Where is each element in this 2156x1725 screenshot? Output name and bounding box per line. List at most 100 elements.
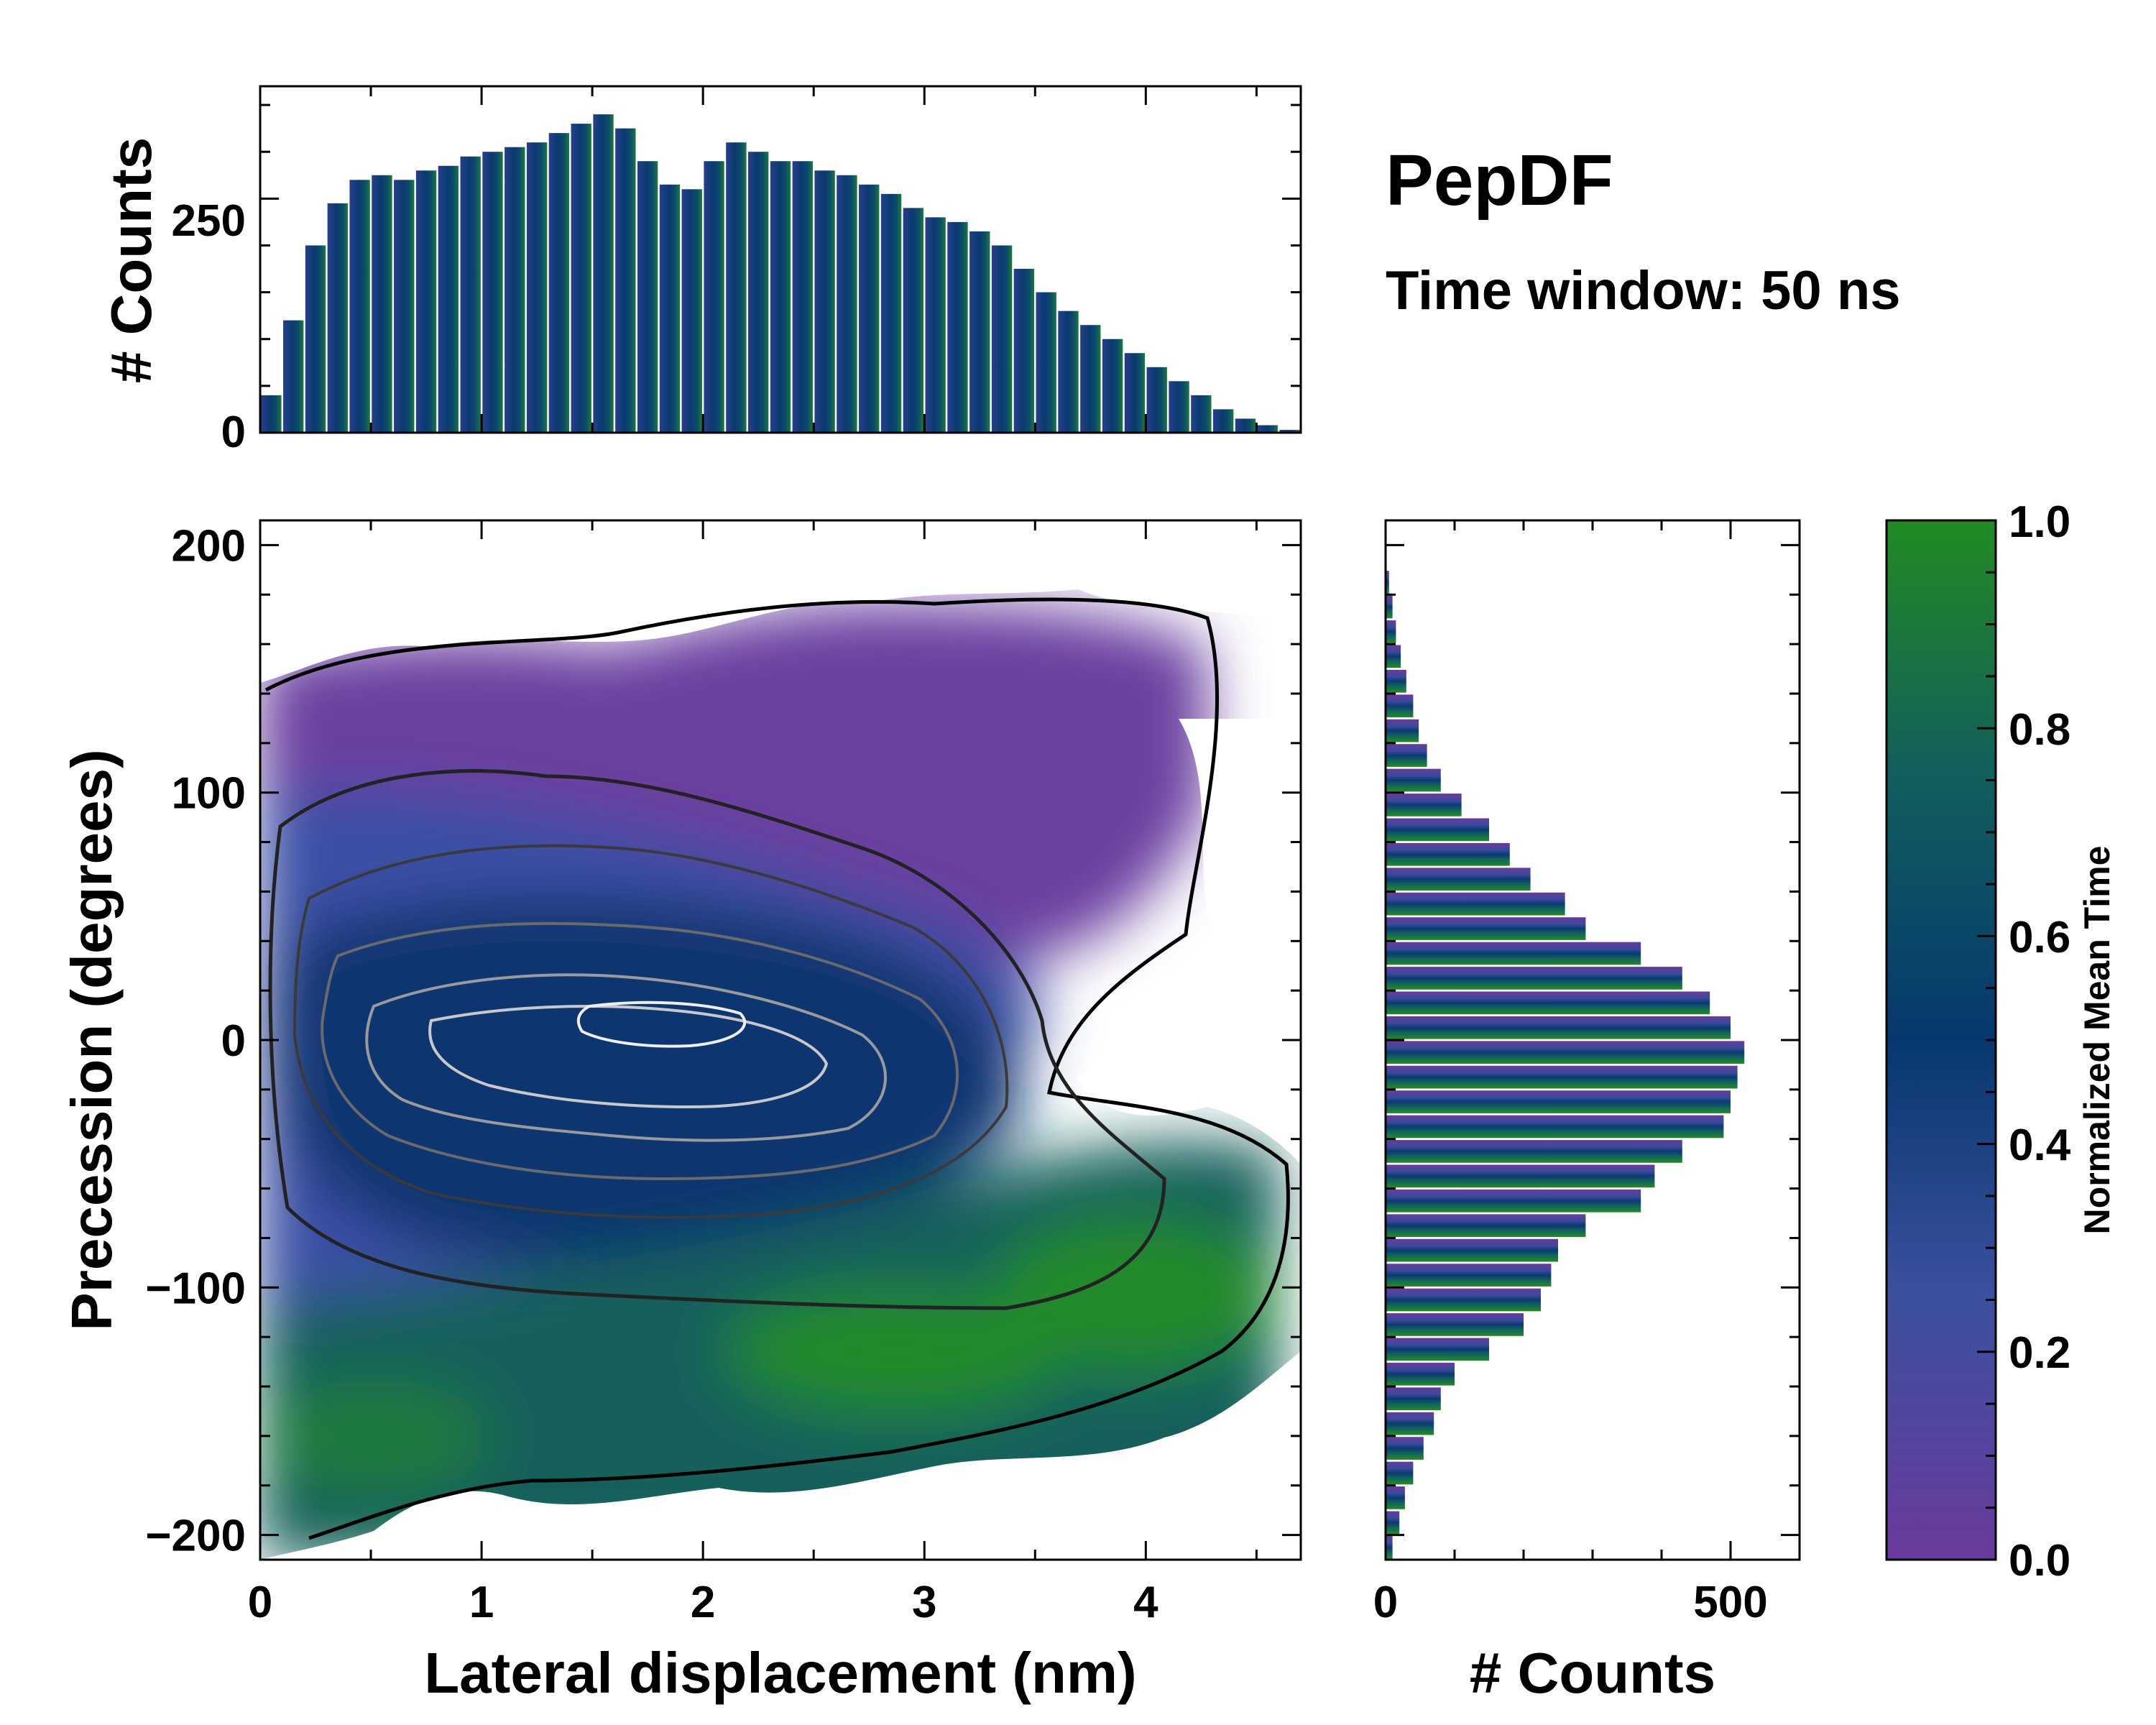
right-histogram-bar [1386, 794, 1462, 816]
top-histogram-bar [1013, 269, 1035, 433]
colorbar-tick-label: 0.2 [2009, 1328, 2070, 1378]
right-histogram-bar [1386, 1214, 1586, 1238]
heatmap-area [260, 520, 1301, 1560]
right-histogram-bar [1386, 818, 1489, 842]
colorbar-gradient [1885, 519, 1997, 1561]
empty-region-right [1078, 719, 1301, 1164]
contour-outer [264, 597, 1290, 1540]
heatmap-region-early [260, 602, 1207, 963]
right-histogram-bar [1386, 1115, 1724, 1138]
top-histogram-bar [349, 180, 370, 433]
top-histogram-bar [460, 156, 481, 433]
right-histogram-bar [1386, 1016, 1731, 1039]
contour-mid-2 [292, 844, 1009, 1219]
xtick-label: 4 [1133, 1578, 1158, 1627]
ytick-label: −200 [145, 1512, 246, 1561]
top-histogram-bar [704, 161, 724, 433]
colorbar-ticks [1977, 519, 1996, 1561]
right-xtick-label-0: 0 [1373, 1578, 1398, 1627]
top-histogram-bar [1058, 310, 1079, 433]
right-histogram-bar [1386, 942, 1641, 965]
right-histogram-bar [1386, 1041, 1745, 1064]
right-histogram-bar [1386, 892, 1565, 916]
top-histogram-bar [372, 175, 392, 433]
top-histogram-bar [593, 114, 614, 433]
density-contours [264, 597, 1290, 1540]
right-histogram-bar [1386, 1189, 1641, 1213]
top-histogram-bar [1257, 425, 1278, 433]
top-histogram-bar [1169, 381, 1189, 433]
colorbar-title: Normalized Mean Time [2077, 846, 2117, 1235]
top-histogram-bar [637, 161, 658, 433]
top-histogram-bar [1191, 395, 1212, 433]
contour-mid-1 [268, 769, 1166, 1310]
ytick-label: −100 [145, 1264, 246, 1313]
ytick-label: 0 [221, 1016, 246, 1066]
right-histogram-bar [1386, 1387, 1441, 1411]
top-histogram-bar [792, 161, 813, 433]
top-ytick-label-0: 0 [221, 408, 246, 457]
top-histogram-bar [748, 152, 769, 433]
main-heatmap-panel: 0 1 2 3 4 200 100 0 −100 −200 Lateral di… [60, 519, 1302, 1705]
xtick-label: 1 [469, 1578, 494, 1627]
top-histogram-bar [1102, 339, 1123, 433]
top-histogram-bar [659, 184, 681, 433]
empty-region-bottom [260, 1351, 1301, 1560]
contour-inner-2 [365, 973, 888, 1142]
heatmap-green-patch [260, 1380, 489, 1495]
right-histogram-bar [1386, 1238, 1558, 1262]
contour-core [576, 1000, 746, 1048]
top-histogram-bar [925, 217, 946, 433]
top-histogram-bar [814, 170, 835, 433]
ytick-label: 200 [172, 521, 246, 571]
ytick-label: 100 [172, 769, 246, 819]
heatmap-green-patch [726, 1287, 1071, 1416]
top-y-axis-title: # Counts [99, 137, 163, 383]
top-histogram-bar [1146, 367, 1167, 433]
right-ticks [1384, 520, 1801, 1560]
top-histogram-bar [261, 395, 282, 433]
colorbar-tick-label: 1.0 [2009, 497, 2070, 547]
top-y-ticks [259, 86, 1301, 434]
top-histogram-bar [1212, 409, 1234, 433]
right-histogram-bar [1386, 669, 1406, 693]
top-histogram-bar [1279, 430, 1300, 433]
right-histogram-bar [1386, 1511, 1400, 1535]
right-xtick-label-500: 500 [1693, 1578, 1767, 1627]
main-x-axis-title: Lateral displacement (nm) [424, 1641, 1136, 1705]
top-marginal-histogram: 250 0 # Counts [99, 85, 1302, 457]
xtick-label: 0 [248, 1578, 272, 1627]
right-histogram-bar [1386, 1164, 1655, 1188]
right-histogram-bar [1386, 744, 1427, 767]
colorbar-tick-label: 0.8 [2009, 705, 2070, 755]
top-histogram-bar [283, 320, 304, 433]
top-histogram-bar [327, 203, 349, 433]
right-histogram-bar [1386, 595, 1393, 619]
right-marginal-histogram: 0 500 # Counts [1373, 519, 1801, 1705]
right-histogram-bar [1386, 694, 1414, 718]
right-histogram-bar [1386, 1338, 1489, 1361]
top-histogram-bar [571, 124, 591, 433]
top-histogram-bar [505, 147, 525, 433]
right-histogram-bar [1386, 1264, 1552, 1287]
right-histogram-bar [1386, 1288, 1541, 1312]
main-x-tick-labels: 0 1 2 3 4 [248, 1578, 1158, 1627]
top-histogram-bar [991, 245, 1013, 433]
chart-title: PepDF [1386, 140, 1613, 221]
xtick-label: 3 [912, 1578, 936, 1627]
top-histogram-bar [1235, 418, 1256, 433]
right-histogram-bar [1386, 571, 1389, 594]
top-histogram-bar [394, 180, 415, 433]
top-histogram-bar [1124, 353, 1146, 433]
top-bars [261, 114, 1300, 433]
top-panel-frame [259, 85, 1302, 434]
contour-inner-3 [428, 1005, 829, 1109]
top-histogram-bar [482, 152, 503, 433]
right-bars [1386, 571, 1745, 1559]
right-histogram-bar [1386, 991, 1710, 1015]
top-histogram-bar [1036, 292, 1056, 433]
right-histogram-bar [1386, 768, 1441, 792]
right-histogram-bar [1386, 620, 1396, 643]
colorbar: 0.0 0.2 0.4 0.6 0.8 1.0 Normalized Mean … [1885, 497, 2117, 1586]
right-histogram-bar [1386, 1362, 1455, 1386]
